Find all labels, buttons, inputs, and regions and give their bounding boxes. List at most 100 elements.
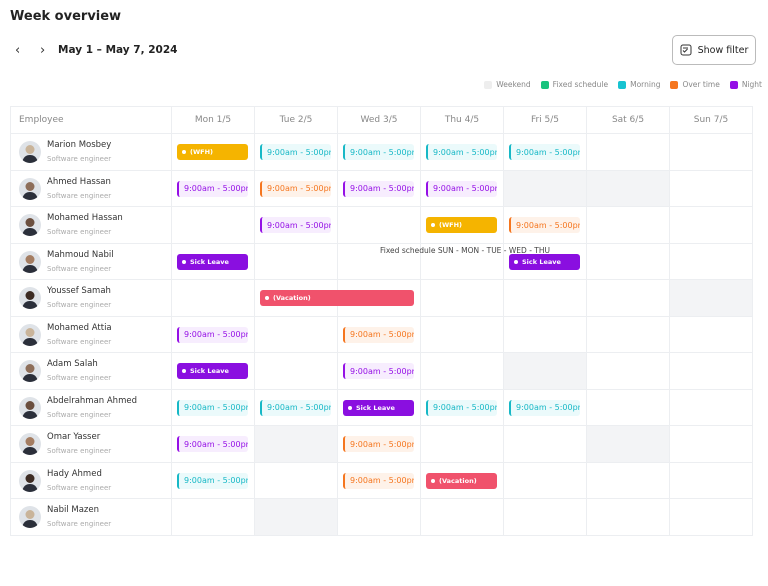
employee-name: Youssef Samah bbox=[47, 286, 111, 296]
shift-chip[interactable]: (Vacation) bbox=[426, 472, 497, 489]
shift-chip[interactable]: 9:00am - 5:00pm bbox=[177, 399, 248, 416]
day-cell bbox=[172, 316, 255, 353]
avatar bbox=[19, 396, 41, 419]
employee-cell: Nabil Mazen Software engineer bbox=[10, 499, 172, 536]
day-cell bbox=[172, 389, 255, 426]
shift-label: 9:00am - 5:00pm bbox=[267, 184, 331, 194]
shift-chip[interactable]: 9:00am - 5:00pm bbox=[343, 180, 414, 197]
day-cell bbox=[172, 499, 255, 536]
date-range: May 1 – May 7, 2024 bbox=[58, 44, 178, 56]
day-cell bbox=[255, 426, 338, 463]
day-cell bbox=[338, 353, 421, 390]
day-cell bbox=[670, 499, 753, 536]
shift-chip[interactable]: 9:00am - 5:00pm bbox=[177, 472, 248, 489]
employee-role: Software engineer bbox=[47, 155, 112, 163]
avatar-figure bbox=[22, 145, 38, 163]
shift-chip[interactable]: 9:00am - 5:00pm bbox=[343, 472, 414, 489]
day-cell bbox=[504, 426, 587, 463]
shift-label: (Vacation) bbox=[273, 294, 311, 303]
legend-swatch bbox=[618, 80, 627, 89]
employee-cell: Mohamed Hassan Software engineer bbox=[10, 207, 172, 244]
shift-chip[interactable]: 9:00am - 5:00pm bbox=[426, 180, 497, 197]
day-cell bbox=[172, 207, 255, 244]
day-cell bbox=[172, 353, 255, 390]
day-cell bbox=[504, 389, 587, 426]
day-cell bbox=[255, 170, 338, 207]
day-cell bbox=[338, 207, 421, 244]
show-filter-button[interactable]: Show filter bbox=[672, 35, 756, 65]
shift-chip[interactable]: Sick Leave bbox=[343, 399, 414, 416]
employee-role: Software engineer bbox=[47, 447, 112, 455]
shift-chip[interactable]: 9:00am - 5:00pm bbox=[177, 436, 248, 453]
shift-chip[interactable]: 9:00am - 5:00pm bbox=[177, 326, 248, 343]
employee-cell: Abdelrahman Ahmed Software engineer bbox=[10, 389, 172, 426]
day-cell bbox=[504, 316, 587, 353]
shift-label: 9:00am - 5:00pm bbox=[350, 366, 414, 376]
day-cell bbox=[338, 134, 421, 171]
weekend-cell bbox=[504, 170, 586, 206]
next-week[interactable]: › bbox=[40, 43, 46, 58]
shift-chip[interactable]: Sick Leave bbox=[177, 253, 248, 270]
show-filter-label: Show filter bbox=[697, 44, 749, 56]
shift-chip[interactable]: 9:00am - 5:00pm bbox=[509, 217, 580, 234]
avatar bbox=[19, 360, 41, 382]
column-header: Fri 5/5 bbox=[504, 106, 587, 134]
column-header: Sun 7/5 bbox=[670, 106, 753, 134]
shift-chip[interactable]: 9:00am - 5:00pm bbox=[260, 217, 331, 234]
weekend-cell bbox=[255, 426, 337, 462]
shift-chip[interactable]: 9:00am - 5:00pm bbox=[343, 436, 414, 453]
shift-label: Sick Leave bbox=[190, 367, 229, 376]
day-cell bbox=[255, 353, 338, 390]
day-cell bbox=[670, 207, 753, 244]
shift-label: 9:00am - 5:00pm bbox=[350, 439, 414, 449]
shift-chip[interactable]: 9:00am - 5:00pm bbox=[260, 144, 331, 161]
avatar-figure bbox=[22, 327, 38, 346]
shift-chip[interactable]: 9:00am - 5:00pm bbox=[343, 363, 414, 380]
avatar-figure bbox=[22, 510, 38, 528]
shift-label: (WFH) bbox=[439, 221, 462, 230]
shift-chip[interactable]: 9:00am - 5:00pm bbox=[260, 399, 331, 416]
shift-chip[interactable]: 9:00am - 5:00pm bbox=[426, 144, 497, 161]
column-header: Thu 4/5 bbox=[421, 106, 504, 134]
shift-label: 9:00am - 5:00pm bbox=[184, 439, 248, 449]
day-cell bbox=[421, 353, 504, 390]
day-cell bbox=[421, 499, 504, 536]
avatar-figure bbox=[22, 400, 38, 419]
day-cell bbox=[670, 170, 753, 207]
legend-item: Morning bbox=[618, 80, 660, 89]
shift-chip[interactable]: 9:00am - 5:00pm bbox=[426, 399, 497, 416]
shift-chip[interactable]: 9:00am - 5:00pm bbox=[343, 144, 414, 161]
avatar-figure bbox=[22, 218, 38, 236]
day-cell bbox=[421, 134, 504, 171]
employee-role: Software engineer bbox=[47, 520, 112, 528]
shift-chip[interactable]: (Vacation) bbox=[260, 290, 414, 307]
day-cell bbox=[421, 170, 504, 207]
column-header: Sat 6/5 bbox=[587, 106, 670, 134]
shift-chip[interactable]: 9:00am - 5:00pm bbox=[509, 144, 580, 161]
shift-chip[interactable]: (WFH) bbox=[177, 144, 248, 161]
column-header: Employee bbox=[10, 106, 172, 134]
chip-dot bbox=[431, 478, 435, 483]
day-cell bbox=[255, 316, 338, 353]
shift-label: 9:00am - 5:00pm bbox=[516, 220, 580, 230]
shift-chip[interactable]: Sick Leave bbox=[509, 253, 580, 270]
shift-chip[interactable]: 9:00am - 5:00pm bbox=[260, 180, 331, 197]
shift-chip[interactable]: (WFH) bbox=[426, 217, 497, 234]
employee-name: Abdelrahman Ahmed bbox=[47, 395, 137, 406]
day-cell bbox=[504, 134, 587, 171]
employee-role: Software engineer bbox=[47, 374, 112, 382]
employee-name: Mahmoud Nabil bbox=[47, 249, 114, 260]
shift-chip[interactable]: 9:00am - 5:00pm bbox=[509, 399, 580, 416]
day-cell bbox=[338, 462, 421, 499]
day-cell bbox=[338, 243, 421, 280]
day-cell bbox=[421, 389, 504, 426]
day-cell bbox=[338, 316, 421, 353]
day-cell bbox=[421, 462, 504, 499]
shift-chip[interactable]: Sick Leave bbox=[177, 363, 248, 380]
day-cell bbox=[504, 243, 587, 280]
employee-cell: Ahmed Hassan Software engineer bbox=[10, 170, 172, 207]
page-title: Week overview bbox=[10, 9, 122, 24]
prev-week[interactable]: ‹ bbox=[15, 43, 21, 58]
shift-chip[interactable]: 9:00am - 5:00pm bbox=[343, 326, 414, 343]
shift-chip[interactable]: 9:00am - 5:00pm bbox=[177, 180, 248, 197]
